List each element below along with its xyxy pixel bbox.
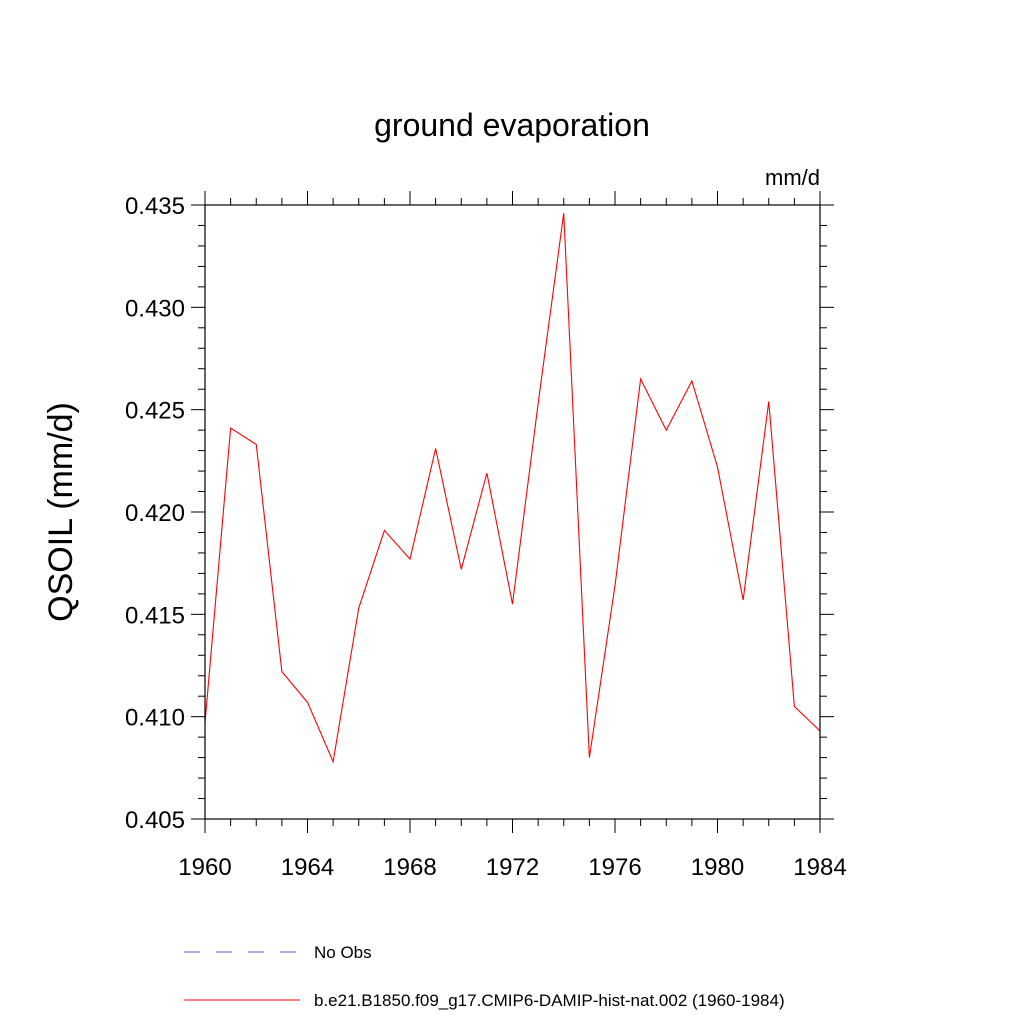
- x-tick-label: 1964: [281, 854, 334, 881]
- series-layer: [204, 213, 821, 764]
- y-axis-label: QSOIL (mm/d): [42, 402, 80, 622]
- x-tick-label: 1976: [588, 854, 641, 881]
- series-line: [204, 213, 821, 764]
- y-tick-label: 0.420: [125, 500, 185, 527]
- chart-title: ground evaporation: [374, 107, 650, 143]
- legend-label: No Obs: [314, 943, 372, 962]
- y-tick-label: 0.430: [125, 295, 185, 322]
- y-tick-label: 0.405: [125, 807, 185, 834]
- x-tick-label: 1960: [178, 854, 231, 881]
- plot-frame: [204, 204, 821, 820]
- y-tick-label: 0.435: [125, 193, 185, 220]
- x-tick-label: 1968: [383, 854, 436, 881]
- x-tick-label: 1984: [793, 854, 846, 881]
- legend-label: b.e21.B1850.f09_g17.CMIP6-DAMIP-hist-nat…: [314, 991, 785, 1010]
- units-label: mm/d: [765, 165, 820, 190]
- y-tick-label: 0.415: [125, 602, 185, 629]
- axis-ticks: [191, 191, 834, 833]
- y-tick-label: 0.425: [125, 398, 185, 425]
- x-tick-label: 1972: [486, 854, 539, 881]
- legend: No Obs b.e21.B1850.f09_g17.CMIP6-DAMIP-hi…: [184, 943, 785, 1010]
- axis-tick-labels: 1960 1964 1968 1972 1976 1980 1984 0.405 0.410 0.…: [125, 193, 847, 881]
- x-tick-label: 1980: [691, 854, 744, 881]
- y-tick-label: 0.410: [125, 705, 185, 732]
